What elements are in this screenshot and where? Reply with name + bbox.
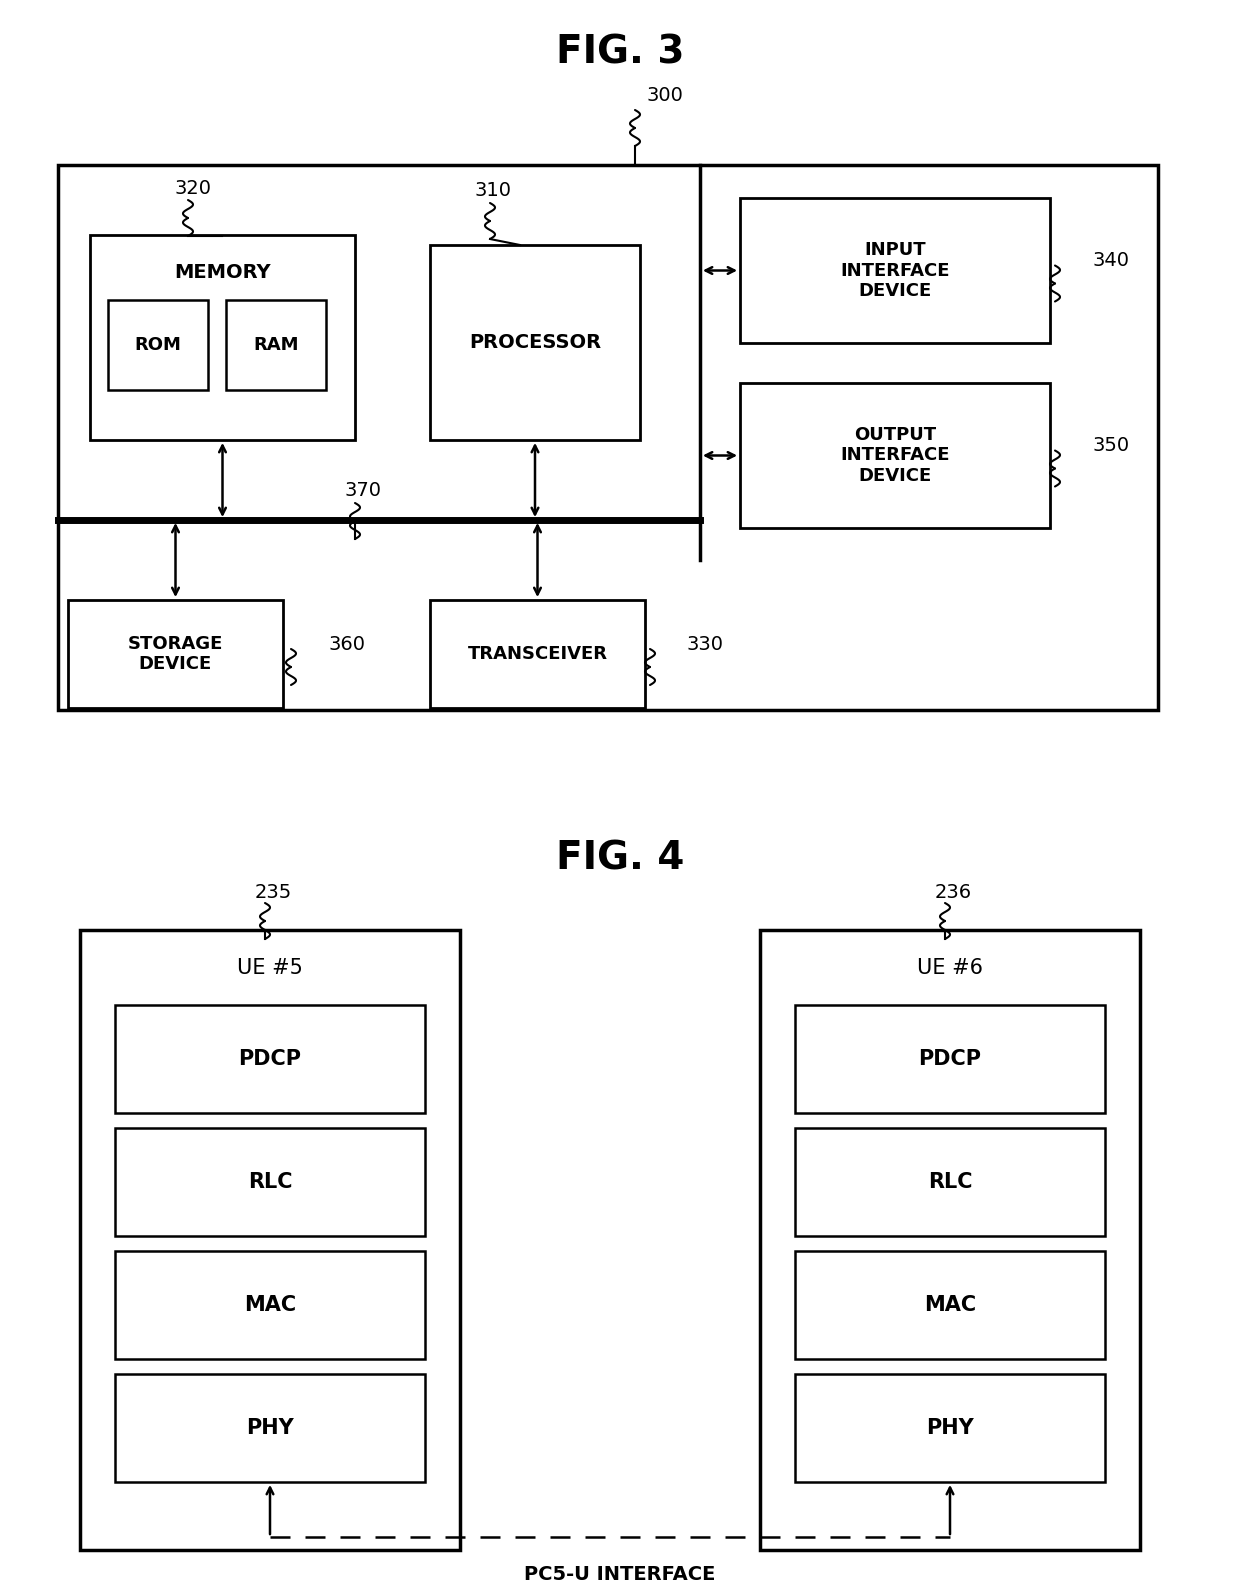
Text: 320: 320 [175,179,212,198]
Text: ROM: ROM [135,337,181,354]
Text: TRANSCEIVER: TRANSCEIVER [467,645,608,664]
Bar [430,600,645,708]
Text: 370: 370 [345,481,382,500]
Bar [115,1005,425,1113]
Text: 360: 360 [329,635,366,654]
Text: 350: 350 [1092,437,1130,456]
Text: STORAGE
DEVICE: STORAGE DEVICE [128,635,223,673]
Bar [58,165,1158,710]
Bar [795,1374,1105,1482]
Bar [226,300,326,391]
Bar [68,600,283,708]
Bar [108,300,208,391]
Text: 330: 330 [687,635,724,654]
Bar [81,931,460,1550]
Bar [430,245,640,440]
Text: MEMORY: MEMORY [174,264,270,283]
Text: 310: 310 [475,181,512,200]
Bar [740,198,1050,343]
Text: 340: 340 [1092,251,1128,270]
Text: PDCP: PDCP [919,1050,982,1069]
Text: RLC: RLC [248,1172,293,1193]
Text: MAC: MAC [244,1294,296,1315]
Text: MAC: MAC [924,1294,976,1315]
Bar [740,383,1050,527]
Text: INPUT
INTERFACE
DEVICE: INPUT INTERFACE DEVICE [841,241,950,300]
Bar [795,1127,1105,1235]
Text: PC5-U INTERFACE: PC5-U INTERFACE [525,1566,715,1585]
Text: PROCESSOR: PROCESSOR [469,333,601,353]
Text: RLC: RLC [928,1172,972,1193]
Text: 300: 300 [646,86,683,105]
Text: PDCP: PDCP [238,1050,301,1069]
Bar [91,235,355,440]
Text: FIG. 4: FIG. 4 [556,838,684,877]
Text: 236: 236 [935,883,972,902]
Text: PHY: PHY [246,1418,294,1439]
Bar [115,1374,425,1482]
Text: OUTPUT
INTERFACE
DEVICE: OUTPUT INTERFACE DEVICE [841,426,950,486]
Bar [115,1127,425,1235]
Text: 235: 235 [255,883,293,902]
Bar [795,1005,1105,1113]
Text: PHY: PHY [926,1418,973,1439]
Bar [115,1251,425,1359]
Text: UE #5: UE #5 [237,958,303,978]
Text: UE #6: UE #6 [918,958,983,978]
Text: RAM: RAM [253,337,299,354]
Bar [795,1251,1105,1359]
Text: FIG. 3: FIG. 3 [556,33,684,71]
Bar [760,931,1140,1550]
